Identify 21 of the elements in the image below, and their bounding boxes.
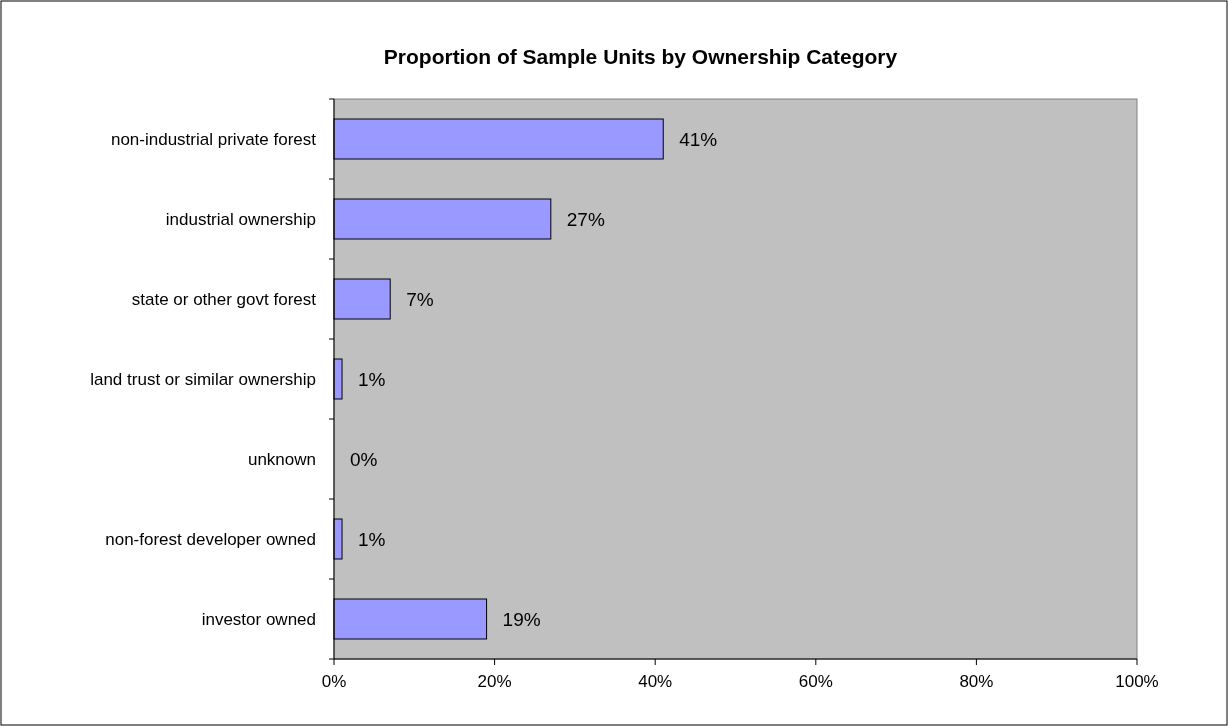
x-tick-label: 60% <box>798 672 833 691</box>
data-label: 19% <box>502 608 541 630</box>
data-label: 1% <box>358 368 386 390</box>
x-tick-label: 0% <box>321 672 347 691</box>
x-tick-label: 80% <box>959 672 994 691</box>
x-tick-label: 100% <box>1115 672 1159 691</box>
x-tick-label: 20% <box>477 672 512 691</box>
data-label: 41% <box>679 128 718 150</box>
data-label: 1% <box>358 528 386 550</box>
x-tick-label: 40% <box>638 672 673 691</box>
y-tick-label: investor owned <box>201 609 316 629</box>
data-label: 7% <box>406 288 434 310</box>
y-tick-label: state or other govt forest <box>131 289 317 309</box>
y-tick-label: non-forest developer owned <box>105 529 316 549</box>
chart-title: Proportion of Sample Units by Ownership Category <box>383 45 898 68</box>
y-tick-label: non-industrial private forest <box>110 129 317 149</box>
data-label: 27% <box>566 208 605 230</box>
data-label: 0% <box>350 448 378 470</box>
y-tick-label: industrial ownership <box>165 209 316 229</box>
y-tick-label: land trust or similar ownership <box>90 369 316 389</box>
y-tick-label: unknown <box>247 449 316 469</box>
